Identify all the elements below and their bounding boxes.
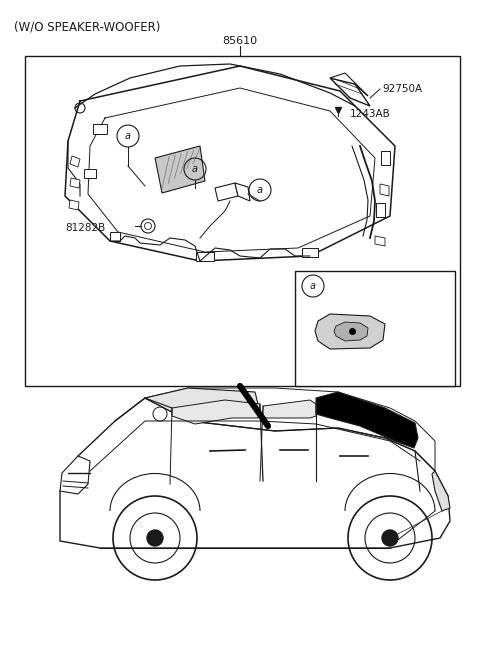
Polygon shape [60,398,450,548]
Bar [84,169,96,178]
Polygon shape [380,184,389,196]
Text: a: a [257,185,263,195]
Polygon shape [375,236,385,246]
Bar [381,151,389,165]
Polygon shape [70,156,80,167]
Circle shape [382,530,398,546]
Text: 1243AB: 1243AB [350,109,391,119]
Bar [375,203,384,217]
Text: a: a [125,131,131,141]
Polygon shape [60,456,90,494]
Circle shape [147,530,163,546]
Polygon shape [215,183,238,201]
Text: (W/O SPEAKER-WOOFER): (W/O SPEAKER-WOOFER) [14,20,160,33]
Polygon shape [330,78,370,106]
Text: a: a [192,164,198,174]
Polygon shape [330,73,368,96]
Text: 92750A: 92750A [382,84,422,94]
Text: 85610: 85610 [222,36,258,46]
Polygon shape [145,388,258,411]
Polygon shape [334,322,368,341]
Text: 81282B: 81282B [65,223,105,233]
Polygon shape [70,178,80,188]
Polygon shape [155,146,205,193]
Bar [295,271,455,386]
Bar [93,124,107,134]
Polygon shape [235,183,250,201]
Polygon shape [69,200,79,210]
Polygon shape [316,392,418,448]
Polygon shape [315,314,385,349]
Text: a: a [310,281,316,291]
Bar [302,247,318,256]
Text: 89855B: 89855B [335,279,378,289]
Polygon shape [263,400,316,418]
Bar [25,56,460,386]
Polygon shape [172,400,260,424]
Polygon shape [320,401,355,418]
Polygon shape [432,471,450,511]
Bar [196,251,214,260]
Bar [110,232,120,241]
